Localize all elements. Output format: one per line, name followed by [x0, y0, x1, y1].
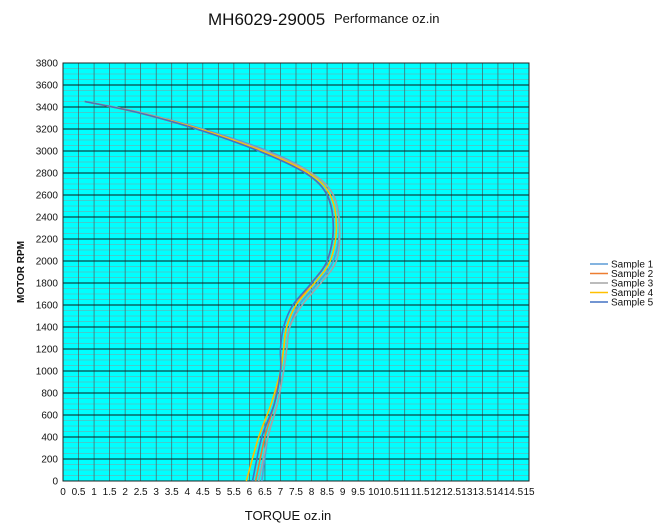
legend-label: Sample 2: [611, 269, 654, 280]
x-tick-label: 11.5: [411, 487, 430, 498]
series-line-sample-5: [84, 100, 335, 482]
y-tick-label: 2200: [36, 235, 59, 246]
x-tick-label: 0: [60, 487, 66, 498]
x-tick-label: 14: [492, 487, 504, 498]
x-tick-label: 8: [309, 487, 315, 498]
x-tick-label: 4: [184, 487, 190, 498]
y-tick-label: 2800: [36, 169, 59, 180]
x-tick-label: 2.5: [134, 487, 148, 498]
y-tick-label: 1800: [36, 279, 59, 290]
x-tick-label: 1.5: [103, 487, 117, 498]
y-tick-label: 1600: [36, 301, 59, 312]
x-tick-label: 0.5: [72, 487, 86, 498]
y-tick-label: 3200: [36, 125, 59, 136]
x-tick-label: 13.5: [473, 487, 493, 498]
x-tick-label: 12: [430, 487, 442, 498]
series-line-sample-4: [84, 100, 338, 482]
y-tick-label: 2600: [36, 191, 59, 202]
y-tick-label: 3800: [36, 59, 59, 70]
x-axis-label: TORQUE oz.in: [245, 508, 331, 523]
x-tick-label: 6.5: [258, 487, 272, 498]
y-tick-label: 1000: [36, 367, 59, 378]
x-tick-label: 7: [278, 487, 284, 498]
legend-label: Sample 4: [611, 288, 654, 299]
x-tick-label: 8.5: [320, 487, 334, 498]
y-tick-label: 3000: [36, 147, 59, 158]
x-tick-label: 1: [91, 487, 97, 498]
x-tick-label: 3.5: [165, 487, 179, 498]
y-tick-label: 3600: [36, 81, 59, 92]
x-tick-label: 9: [340, 487, 346, 498]
y-tick-label: 400: [41, 433, 58, 444]
legend-label: Sample 1: [611, 260, 654, 271]
x-tick-label: 2: [122, 487, 128, 498]
plot-border: [62, 62, 530, 482]
x-tick-label: 10.5: [379, 487, 399, 498]
x-tick-label: 15: [523, 487, 535, 498]
y-tick-label: 600: [41, 411, 58, 422]
chart-title: MH6029-29005: [208, 10, 326, 29]
x-tick-label: 6: [247, 487, 253, 498]
x-tick-label: 5: [216, 487, 222, 498]
y-tick-label: 2000: [36, 257, 59, 268]
x-tick-label: 11: [400, 487, 411, 498]
x-tick-label: 4.5: [196, 487, 210, 498]
y-tick-label: 3400: [36, 103, 59, 114]
x-tick-label: 13: [461, 487, 473, 498]
legend-label: Sample 5: [611, 298, 654, 309]
y-tick-label: 800: [41, 389, 58, 400]
x-tick-label: 7.5: [289, 487, 303, 498]
y-tick-label: 0: [52, 477, 58, 488]
x-tick-label: 3: [153, 487, 159, 498]
chart-subtitle: Performance oz.in: [334, 11, 440, 26]
legend-label: Sample 3: [611, 279, 654, 290]
y-axis-label: MOTOR RPM: [16, 241, 27, 303]
x-tick-label: 9.5: [351, 487, 365, 498]
x-tick-label: 12.5: [442, 487, 462, 498]
x-tick-label: 10: [368, 487, 380, 498]
x-tick-label: 14.5: [504, 487, 524, 498]
y-tick-label: 1400: [36, 323, 59, 334]
y-tick-label: 1200: [36, 345, 59, 356]
y-tick-label: 200: [41, 455, 58, 466]
y-tick-label: 2400: [36, 213, 59, 224]
x-tick-label: 5.5: [227, 487, 241, 498]
